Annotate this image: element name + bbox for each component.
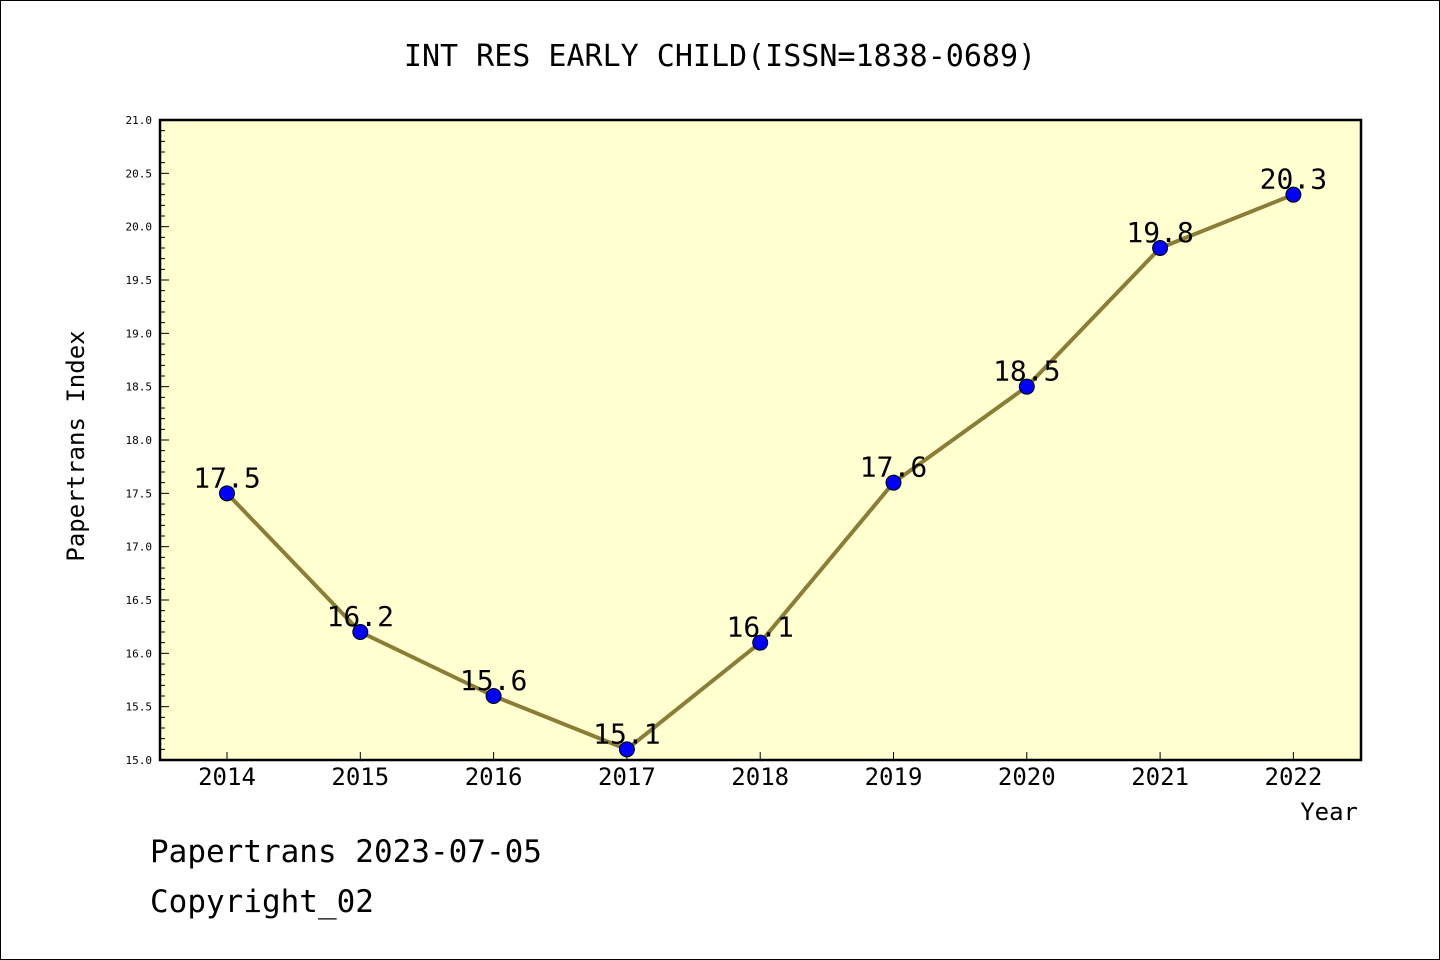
data-label: 19.8	[1126, 216, 1193, 249]
y-tick-label: 18.0	[126, 434, 153, 447]
x-tick-label: 2017	[598, 763, 656, 791]
data-point	[1152, 240, 1169, 256]
data-label: 17.6	[860, 451, 927, 484]
data-point	[618, 741, 635, 758]
data-point	[1285, 186, 1302, 203]
data-label: 20.3	[1260, 163, 1327, 196]
data-label: 17.5	[193, 461, 260, 494]
y-tick-label: 20.0	[126, 221, 153, 234]
y-tick-label: 19.0	[126, 327, 153, 340]
y-tick-label: 16.0	[126, 647, 153, 660]
x-tick-label: 2020	[998, 763, 1056, 791]
y-tick-label: 15.5	[126, 701, 153, 714]
x-axis-label: Year	[1300, 798, 1358, 826]
data-label: 16.1	[726, 611, 793, 644]
plot-background	[160, 120, 1361, 760]
y-tick-label: 16.5	[126, 594, 153, 607]
plot-border	[158, 118, 1363, 762]
x-tick-label: 2018	[731, 763, 789, 791]
plot-area: 15.0 15.5 16.0 16.5 17.0 17.5 18.0 18.5 19.0 19.5…	[126, 114, 1363, 791]
y-tick-label: 20.5	[126, 167, 153, 180]
data-label: 15.6	[460, 664, 527, 697]
data-point	[1018, 378, 1035, 395]
y-tick-label: 21.0	[126, 114, 153, 127]
data-point	[219, 485, 235, 502]
footer-copyright: Copyright_02	[150, 884, 374, 920]
x-tick-label: 2014	[198, 763, 256, 791]
x-tick-label: 2015	[331, 763, 389, 791]
y-tick-label: 19.5	[126, 274, 153, 287]
data-point	[885, 474, 902, 491]
data-label: 18.5	[993, 355, 1060, 388]
x-tick-label: 2016	[465, 763, 523, 791]
x-tick-label: 2022	[1265, 763, 1323, 791]
data-label: 15.1	[593, 717, 660, 750]
data-point	[752, 634, 769, 651]
footer-date: Papertrans 2023-07-05	[150, 834, 542, 870]
y-axis-label: Papertrans Index	[62, 330, 90, 561]
data-label: 16.2	[327, 600, 394, 633]
x-tick-label: 2021	[1131, 763, 1189, 791]
x-tick-label: 2019	[865, 763, 923, 791]
y-tick-label: 15.0	[126, 754, 153, 767]
y-tick-label: 17.0	[126, 541, 153, 554]
data-point	[352, 624, 369, 640]
data-point	[485, 688, 502, 704]
y-tick-label: 17.5	[126, 487, 153, 500]
y-tick-label: 18.5	[126, 381, 153, 394]
chart-title: INT RES EARLY CHILD(ISSN=1838-0689)	[404, 39, 1036, 74]
